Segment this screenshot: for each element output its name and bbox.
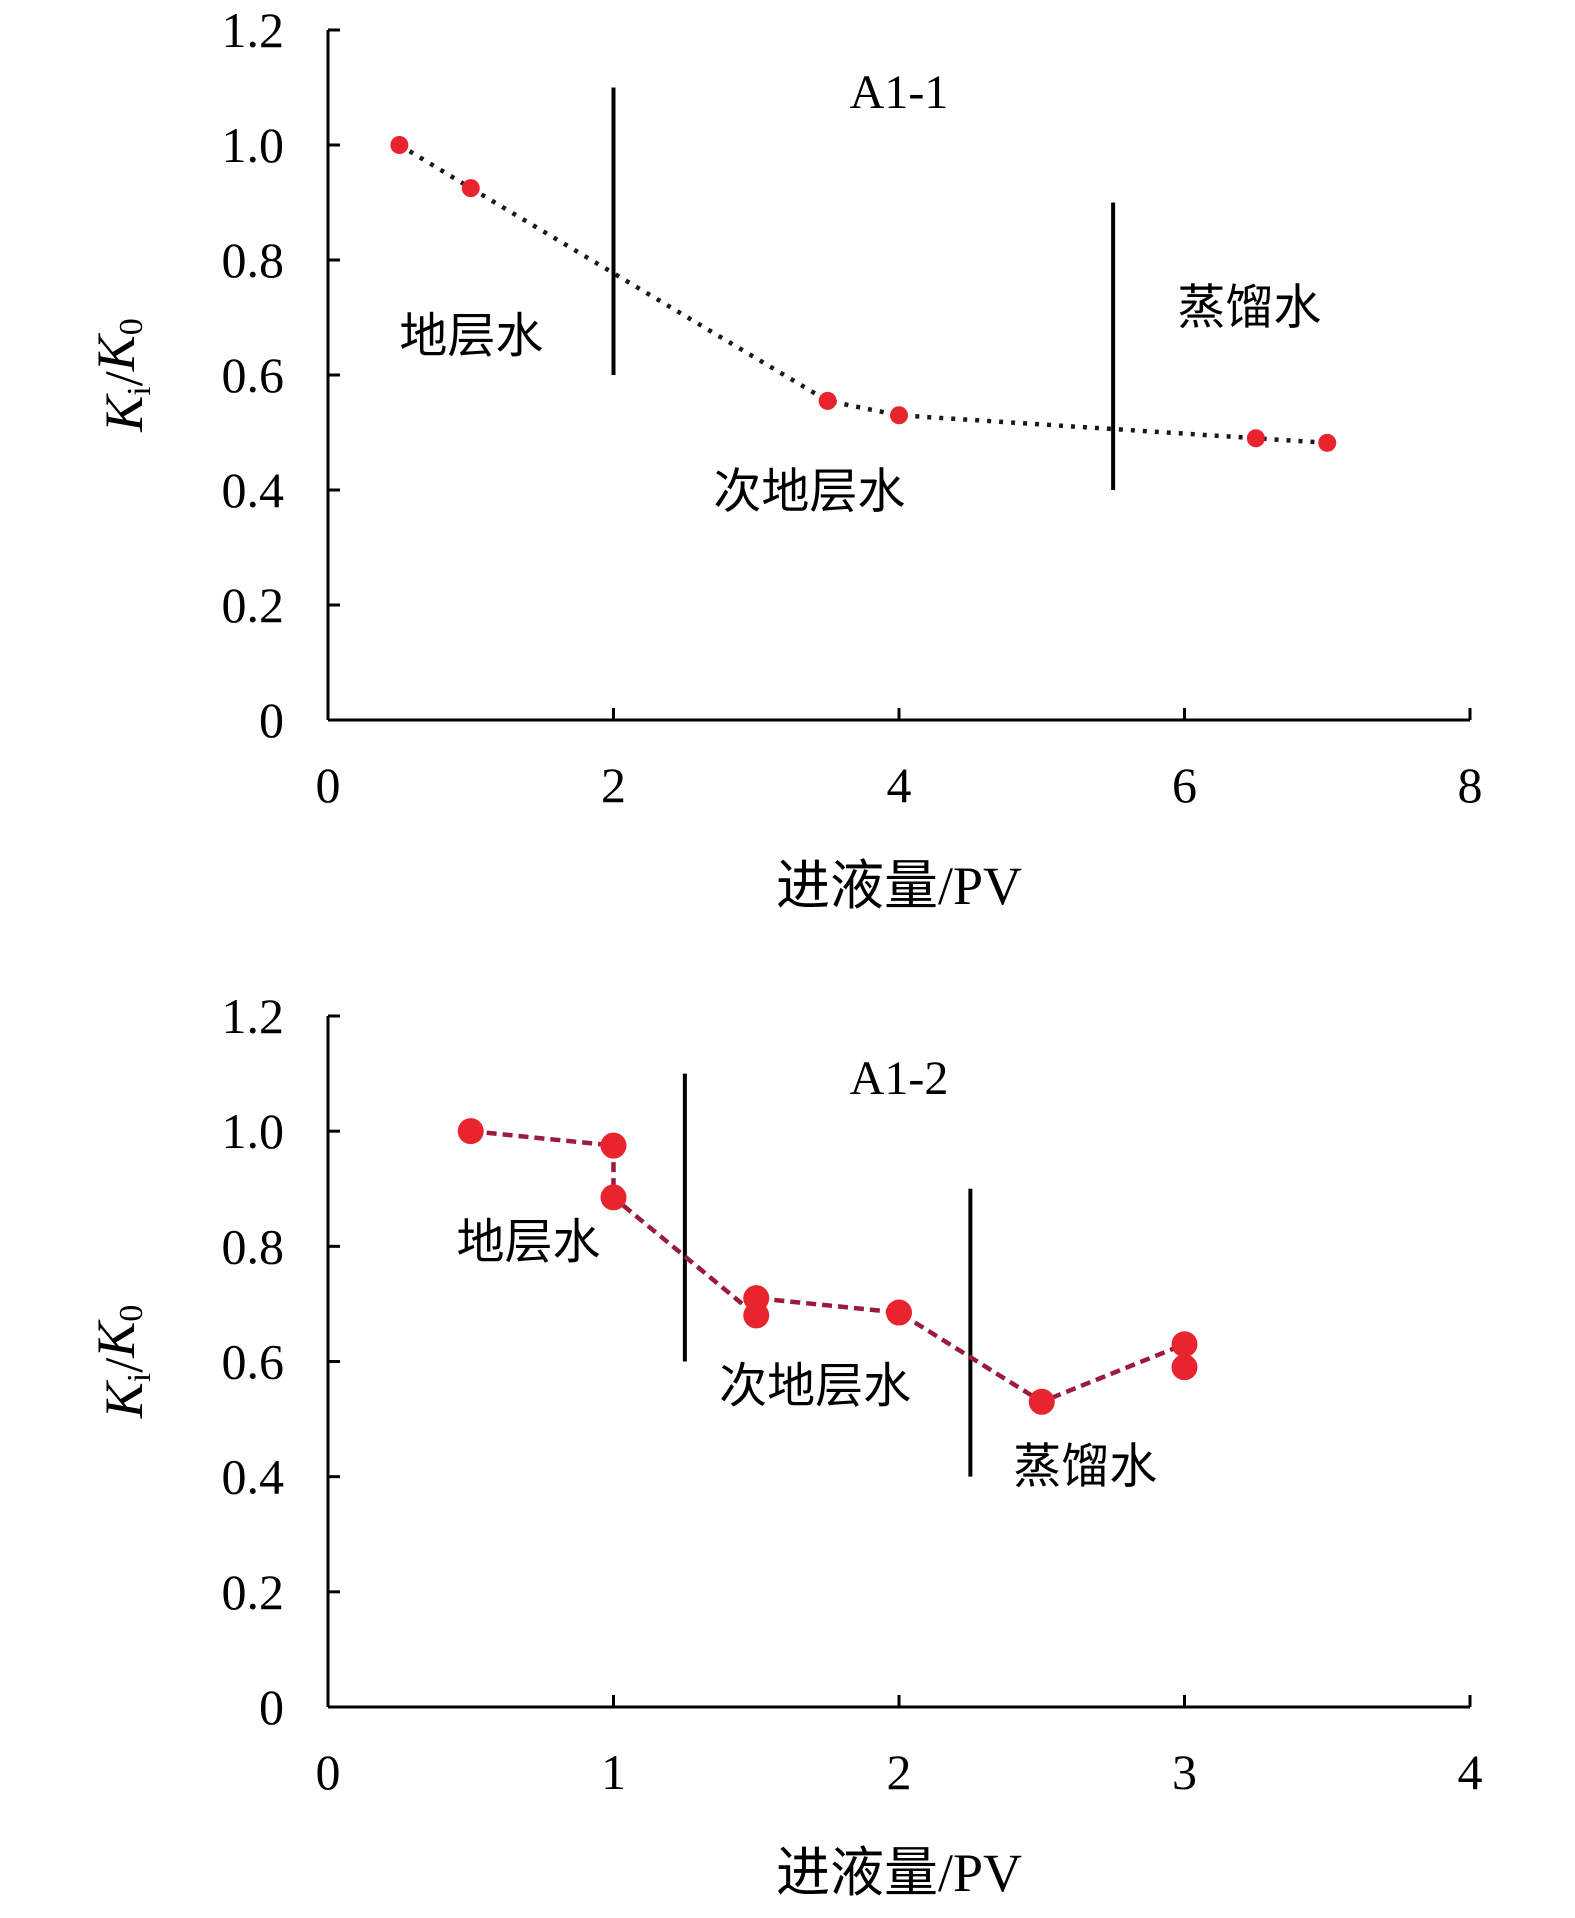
y-axis-title-part: K <box>94 1379 154 1419</box>
y-tick-label: 0.8 <box>222 232 285 288</box>
y-axis-title: Ki/K0 <box>86 1305 158 1420</box>
y-tick-label: 1.0 <box>222 117 285 173</box>
data-point <box>390 136 409 154</box>
x-tick-label: 8 <box>1458 757 1483 813</box>
y-axis-title-part: / <box>94 1358 154 1373</box>
region-annotation: 地层水 <box>456 1214 600 1270</box>
x-tick-label: 3 <box>1172 1744 1197 1800</box>
region-annotation: 地层水 <box>399 308 543 364</box>
panel-label: A1-1 <box>850 66 949 119</box>
y-axis-title-part: K <box>86 332 146 372</box>
x-tick-label: 2 <box>887 1744 912 1800</box>
y-axis-title-part: K <box>86 1319 146 1359</box>
data-point <box>457 1118 484 1145</box>
y-tick-label: 0.2 <box>222 577 285 633</box>
y-axis-title-part: / <box>94 371 154 386</box>
panel-label: A1-2 <box>850 1052 949 1105</box>
x-axis-title: 进液量/PV <box>776 856 1022 916</box>
x-tick-label: 4 <box>887 757 912 813</box>
data-point <box>818 391 837 410</box>
y-tick-label: 1.2 <box>222 2 285 58</box>
data-point <box>743 1285 770 1312</box>
region-annotation: 次地层水 <box>713 463 905 519</box>
y-axis-title-part: 0 <box>113 1305 150 1322</box>
data-point <box>886 1299 912 1326</box>
y-axis-title-part: 0 <box>113 318 150 335</box>
y-axis-title: Ki/K0 <box>86 318 158 433</box>
series-line <box>470 1128 1187 1405</box>
y-axis-title-part: i <box>121 386 158 395</box>
x-tick-label: 6 <box>1172 757 1197 813</box>
x-tick-label: 0 <box>316 1744 341 1800</box>
x-tick-label: 0 <box>316 757 341 813</box>
data-point <box>1171 1331 1198 1358</box>
panel-a1-2: 00.20.40.60.81.01.20 1 2 3 4进液量/PVKi/K0A1-2地… <box>86 988 1483 1903</box>
y-tick-label: 0 <box>259 692 284 748</box>
y-tick-label: 1.0 <box>222 1103 285 1159</box>
x-tick-label: 2 <box>601 757 626 813</box>
data-point <box>1246 429 1265 448</box>
y-tick-label: 0.8 <box>222 1218 285 1274</box>
x-tick-label: 4 <box>1458 1744 1483 1800</box>
data-point <box>1318 433 1337 452</box>
y-tick-label: 0.4 <box>222 1449 285 1505</box>
y-tick-label: 0 <box>259 1679 284 1735</box>
y-tick-label: 0.2 <box>222 1564 285 1620</box>
data-point <box>600 1184 627 1211</box>
y-tick-label: 0.6 <box>222 347 285 403</box>
y-tick-label: 0.4 <box>222 462 285 518</box>
data-point <box>461 179 480 198</box>
y-axis-title-part: K <box>94 393 154 433</box>
x-axis-title: 进液量/PV <box>776 1843 1022 1903</box>
y-tick-label: 0.6 <box>222 1334 285 1390</box>
data-point <box>1171 1354 1198 1381</box>
y-axis-title-part: i <box>121 1373 158 1382</box>
region-annotation: 蒸馏水 <box>1177 279 1321 335</box>
data-point <box>600 1132 627 1159</box>
region-annotation: 次地层水 <box>719 1358 911 1414</box>
x-tick-label: 1 <box>601 1744 626 1800</box>
data-point <box>1028 1388 1055 1415</box>
panel-a1-1: 00.20.40.60.81.01.20 2 4 6 8进液量/PVKi/K0A1-1地… <box>86 2 1483 916</box>
y-tick-label: 1.2 <box>222 988 285 1044</box>
data-point <box>890 406 908 425</box>
region-annotation: 蒸馏水 <box>1013 1438 1157 1494</box>
